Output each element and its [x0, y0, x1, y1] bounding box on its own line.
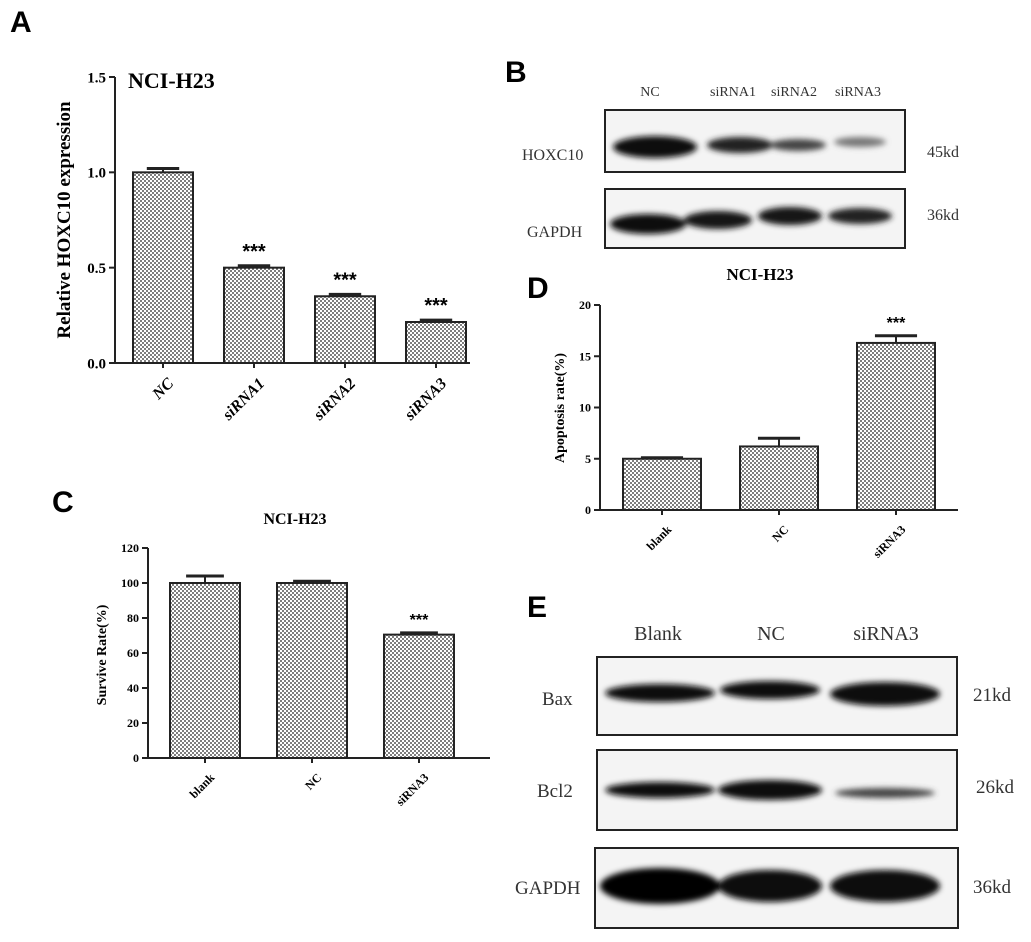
lane-label: NC — [640, 85, 659, 100]
x-tick-label: blank — [187, 770, 218, 801]
lane-label: siRNA3 — [853, 623, 919, 645]
y-tick-label: 0 — [133, 751, 139, 765]
significance: *** — [424, 295, 448, 317]
size-label: 21kd — [973, 685, 1012, 706]
bar — [223, 266, 285, 364]
bar — [276, 582, 348, 759]
bar — [622, 457, 702, 511]
significance: *** — [410, 612, 429, 629]
y-tick-label: 15 — [579, 349, 591, 363]
chart-title: NCI-H23 — [128, 68, 215, 93]
y-tick-label: 20 — [127, 716, 139, 730]
size-label: 26kd — [976, 777, 1015, 798]
bar — [405, 321, 467, 364]
lane-label: siRNA2 — [771, 85, 817, 100]
chart-title: NCI-H23 — [726, 265, 793, 284]
y-tick-label: 20 — [579, 298, 591, 312]
bar — [132, 171, 194, 364]
lane-label: NC — [757, 623, 785, 645]
row-label: Bax — [542, 689, 573, 710]
bands — [610, 136, 892, 234]
y-tick-label: 40 — [127, 681, 139, 695]
y-axis-label: Relative HOXC10 expression — [54, 101, 75, 339]
size-label: 36kd — [927, 207, 959, 224]
row-label: Bcl2 — [537, 781, 573, 802]
bar — [314, 295, 376, 364]
size-label: 45kd — [927, 144, 959, 161]
y-tick-label: 120 — [121, 541, 139, 555]
y-tick-label: 1.0 — [87, 166, 106, 182]
row-label: GAPDH — [527, 224, 583, 241]
x-tick-label: blank — [644, 522, 675, 553]
y-tick-label: 5 — [585, 452, 591, 466]
x-tick-label: siRNA2 — [310, 375, 359, 424]
significance: *** — [887, 315, 906, 332]
lane-label: siRNA1 — [710, 85, 756, 100]
x-tick-label: NC — [302, 770, 324, 792]
lane-label: Blank — [634, 623, 682, 645]
y-tick-label: 100 — [121, 576, 139, 590]
x-tick-label: siRNA3 — [393, 770, 431, 808]
x-tick-label: NC — [149, 375, 178, 404]
bar — [856, 341, 936, 511]
x-tick-label: NC — [769, 522, 791, 544]
panel-label: E — [527, 591, 547, 624]
lane-label: siRNA3 — [835, 85, 881, 100]
bands — [600, 681, 940, 904]
y-tick-label: 10 — [579, 401, 591, 415]
size-label: 36kd — [973, 877, 1012, 898]
bar — [383, 633, 455, 759]
x-tick-label: siRNA3 — [401, 375, 450, 424]
y-tick-label: 0 — [585, 503, 591, 517]
panel-label: B — [505, 56, 527, 89]
y-axis-label: Survive Rate(%) — [95, 604, 110, 705]
x-tick-label: siRNA3 — [870, 522, 908, 560]
significance: *** — [242, 241, 266, 263]
bar — [739, 445, 819, 512]
y-tick-label: 80 — [127, 611, 139, 625]
panel-label: D — [527, 272, 549, 305]
significance: *** — [333, 269, 357, 291]
y-tick-label: 60 — [127, 646, 139, 660]
chart-title: NCI-H23 — [263, 511, 326, 528]
y-tick-label: 0.0 — [87, 356, 106, 372]
y-tick-label: 1.5 — [87, 70, 106, 86]
panel-label: C — [52, 486, 74, 519]
bar — [169, 582, 241, 759]
y-tick-label: 0.5 — [87, 261, 106, 277]
row-label: GAPDH — [515, 878, 581, 899]
panel-label: A — [10, 6, 32, 39]
y-axis-label: Apoptosis rate(%) — [553, 353, 568, 463]
x-tick-label: siRNA1 — [219, 375, 268, 424]
row-label: HOXC10 — [522, 147, 583, 164]
